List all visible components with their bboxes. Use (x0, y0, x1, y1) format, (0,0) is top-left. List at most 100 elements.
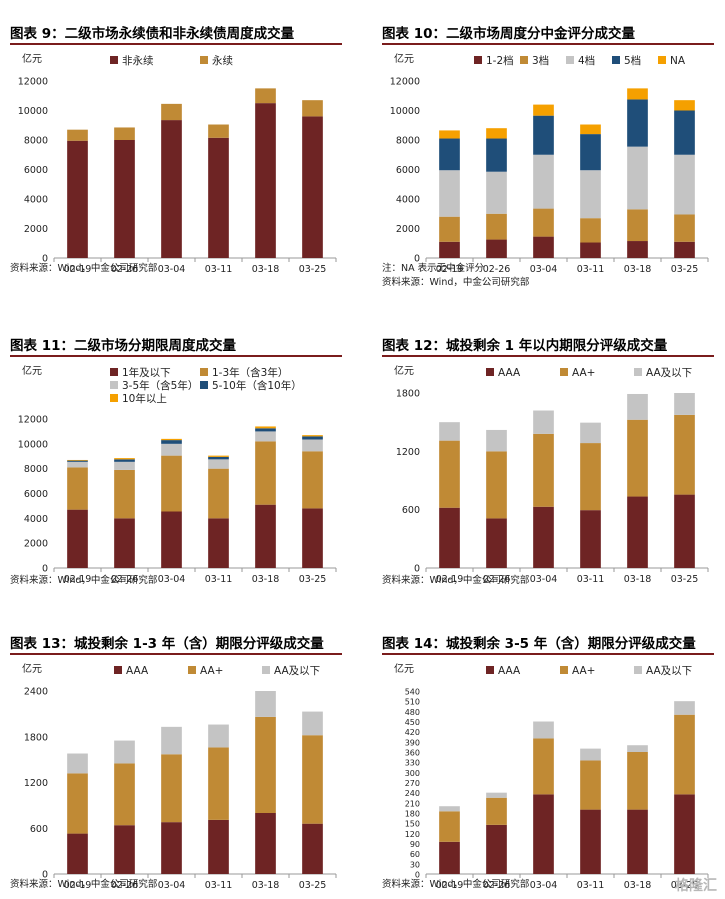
bar-segment (161, 120, 182, 259)
bar-segment (533, 208, 554, 237)
x-tick-label: 02-19 (64, 574, 92, 585)
legend-label: AAA (126, 665, 149, 677)
bar-segment (439, 806, 460, 812)
bar-segment (486, 518, 507, 568)
legend-label: 1-3年（含3年） (212, 366, 288, 379)
legend-swatch (634, 666, 642, 674)
bar-segment (161, 103, 182, 121)
bar-segment (67, 459, 88, 461)
chart-11-svg: 亿元 1年及以下 1-3年（含3年） 3-5年（含5年） 5-10年（含10年） 10年以… (18, 364, 337, 585)
bar-segment (67, 773, 88, 834)
bar-segment (255, 441, 276, 505)
x-tick-label: 02-19 (436, 880, 464, 891)
source-note: 资料来源：Wind，中金公司研究部 (10, 879, 158, 890)
y-tick-label: 1800 (24, 732, 48, 743)
x-tick-label: 03-04 (530, 574, 558, 585)
bar-segment (208, 747, 229, 820)
bar-segment (674, 110, 695, 155)
title-divider (10, 43, 342, 45)
legend-swatch (188, 666, 196, 674)
x-tick-label: 03-11 (205, 574, 233, 585)
y-tick-label: 540 (405, 688, 420, 697)
y-tick-label: 210 (405, 799, 420, 808)
bar-segment (486, 429, 507, 452)
bar-segment (208, 468, 229, 519)
chart-title: 图表 9：二级市场永续债和非永续债周度成交量 (10, 26, 295, 42)
unit-label: 亿元 (22, 52, 42, 65)
legend-swatch (110, 368, 118, 376)
y-tick-label: 0 (415, 871, 420, 880)
bar-segment (439, 440, 460, 508)
bar-segment (114, 763, 135, 826)
x-tick-label: 03-25 (299, 574, 327, 585)
x-tick-label: 02-26 (483, 880, 511, 891)
bar-segment (161, 443, 182, 456)
bar-segment (674, 214, 695, 242)
y-tick-label: 480 (405, 708, 420, 717)
bar-segment (674, 241, 695, 258)
bar-segment (627, 496, 648, 568)
y-tick-label: 10000 (390, 106, 420, 117)
bar-segment (255, 428, 276, 432)
bar-segment (439, 422, 460, 441)
bar-segment (114, 459, 135, 462)
y-tick-label: 12000 (18, 415, 48, 426)
bar-segment (161, 440, 182, 444)
source-note: 资料来源：Wind，中金公司研究部 (382, 879, 530, 890)
legend-label: AA及以下 (646, 367, 692, 379)
chart-13-svg: 亿元 AAA AA+ AA及以下 0 600 1200 1800 2400 02-19 02-26 0… (22, 662, 337, 891)
x-tick-label: 02-19 (436, 574, 464, 585)
legend-swatch (520, 56, 528, 64)
x-tick-label: 03-04 (158, 574, 186, 585)
bar-segment (208, 455, 229, 457)
x-tick-label: 02-26 (111, 574, 139, 585)
legend-swatch (474, 56, 482, 64)
y-tick-label: 8000 (24, 464, 48, 475)
x-tick-label: 03-11 (205, 880, 233, 891)
bar-segment (439, 138, 460, 171)
bar-segment (302, 823, 323, 874)
legend-swatch (110, 381, 118, 389)
legend-label: 1-2档 (486, 54, 514, 67)
y-tick-label: 360 (405, 749, 420, 758)
bar-segment (580, 170, 601, 219)
bar-segment (302, 435, 323, 437)
bar-segment (161, 822, 182, 874)
bar-segment (255, 431, 276, 442)
bar-segment (627, 99, 648, 147)
x-tick-label: 02-26 (111, 880, 139, 891)
x-tick-label: 02-26 (483, 264, 511, 275)
bar-segment (114, 461, 135, 470)
bar-segment (208, 456, 229, 460)
legend-label: 4档 (578, 54, 595, 67)
bar-segment (486, 451, 507, 519)
legend-swatch (560, 368, 568, 376)
legend-swatch (110, 394, 118, 402)
bar-segment (302, 436, 323, 440)
legend-swatch (110, 56, 118, 64)
y-tick-label: 1200 (396, 447, 420, 458)
y-tick-label: 300 (405, 769, 420, 778)
bar-segment (439, 130, 460, 139)
bar-segment (580, 242, 601, 258)
x-tick-label: 02-19 (64, 880, 92, 891)
bar-segment (486, 213, 507, 240)
bar-segment (533, 506, 554, 568)
unit-label: 亿元 (394, 364, 414, 377)
legend-label: NA (670, 55, 686, 67)
legend-label: 10年以上 (122, 392, 167, 405)
x-tick-label: 02-19 (436, 264, 464, 275)
legend-swatch (262, 666, 270, 674)
source-note: 资料来源：Wind，中金公司研究部 (382, 575, 530, 586)
legend-label: AA+ (572, 665, 595, 677)
title-divider (10, 355, 342, 357)
bar-segment (533, 433, 554, 507)
legend-label: AA+ (572, 367, 595, 379)
bar-segment (67, 753, 88, 774)
bar-segment (486, 792, 507, 798)
legend-swatch (200, 381, 208, 389)
bar-segment (627, 419, 648, 497)
y-tick-label: 12000 (390, 77, 420, 88)
legend-label: AA及以下 (274, 665, 320, 677)
legend-label: AAA (498, 665, 521, 677)
